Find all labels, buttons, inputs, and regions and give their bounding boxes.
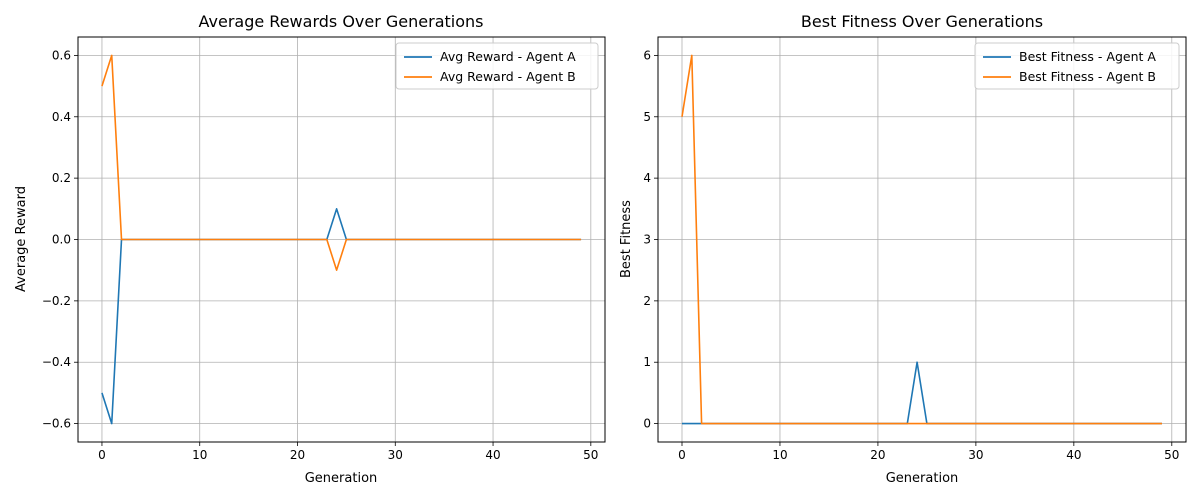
- x-tick-label: 10: [772, 448, 787, 462]
- y-axis-label: Average Reward: [14, 186, 29, 292]
- legend-box: [974, 42, 1180, 90]
- y-axis-ticks: −0.6 −0.4 −0.2 0.0 0.2 0.4 0.6: [42, 48, 78, 431]
- x-axis-label: Generation: [305, 471, 378, 486]
- x-tick-label: 40: [485, 448, 500, 462]
- x-tick-label: 20: [870, 448, 885, 462]
- y-tick-label: −0.4: [42, 355, 71, 369]
- y-tick-label: 5: [643, 110, 651, 124]
- x-axis-ticks: 0 10 20 30 40 50: [678, 442, 1179, 462]
- series-line-agent-b: [681, 54, 1162, 425]
- y-tick-label: 3: [643, 233, 651, 247]
- y-tick-label: −0.6: [42, 417, 71, 431]
- x-tick-label: 40: [1066, 448, 1081, 462]
- y-tick-label: 0.4: [52, 110, 71, 124]
- chart-best-fitness: Best Fitness Over Generations 0 10 20 30 40 5…: [619, 12, 1187, 486]
- y-tick-label: 1: [643, 355, 651, 369]
- legend: Avg Reward - Agent A Avg Reward - Agent B: [395, 42, 599, 90]
- y-tick-label: 0: [643, 417, 651, 431]
- y-tick-label: 0.2: [52, 171, 71, 185]
- y-tick-label: 0.6: [52, 48, 71, 62]
- x-tick-label: 30: [388, 448, 403, 462]
- chart-average-rewards: Average Rewards Over Generations 0 10 20 30…: [14, 12, 606, 486]
- y-axis-ticks: 0 1 2 3 4 5 6: [643, 48, 658, 431]
- x-axis-label: Generation: [886, 471, 959, 486]
- legend-box: [395, 42, 599, 90]
- x-tick-label: 0: [98, 448, 106, 462]
- legend-label: Best Fitness - Agent B: [1019, 69, 1156, 84]
- legend-label: Best Fitness - Agent A: [1019, 49, 1156, 64]
- series-layer: [101, 54, 582, 425]
- legend: Best Fitness - Agent A Best Fitness - Age…: [974, 42, 1180, 90]
- x-tick-label: 0: [678, 448, 686, 462]
- x-tick-label: 30: [968, 448, 983, 462]
- legend-label: Avg Reward - Agent B: [440, 69, 576, 84]
- series-line-agent-b: [101, 54, 582, 271]
- x-tick-label: 10: [192, 448, 207, 462]
- y-tick-label: −0.2: [42, 294, 71, 308]
- y-tick-label: 4: [643, 171, 651, 185]
- y-tick-label: 6: [643, 48, 651, 62]
- x-tick-label: 50: [1164, 448, 1179, 462]
- series-layer: [681, 54, 1162, 425]
- legend-label: Avg Reward - Agent A: [440, 49, 576, 64]
- x-axis-ticks: 0 10 20 30 40 50: [98, 442, 598, 462]
- y-axis-label: Best Fitness: [619, 200, 634, 278]
- y-tick-label: 2: [643, 294, 651, 308]
- chart-title: Average Rewards Over Generations: [199, 12, 484, 31]
- y-tick-label: 0.0: [52, 233, 71, 247]
- x-tick-label: 20: [290, 448, 305, 462]
- x-tick-label: 50: [583, 448, 598, 462]
- chart-title: Best Fitness Over Generations: [801, 12, 1043, 31]
